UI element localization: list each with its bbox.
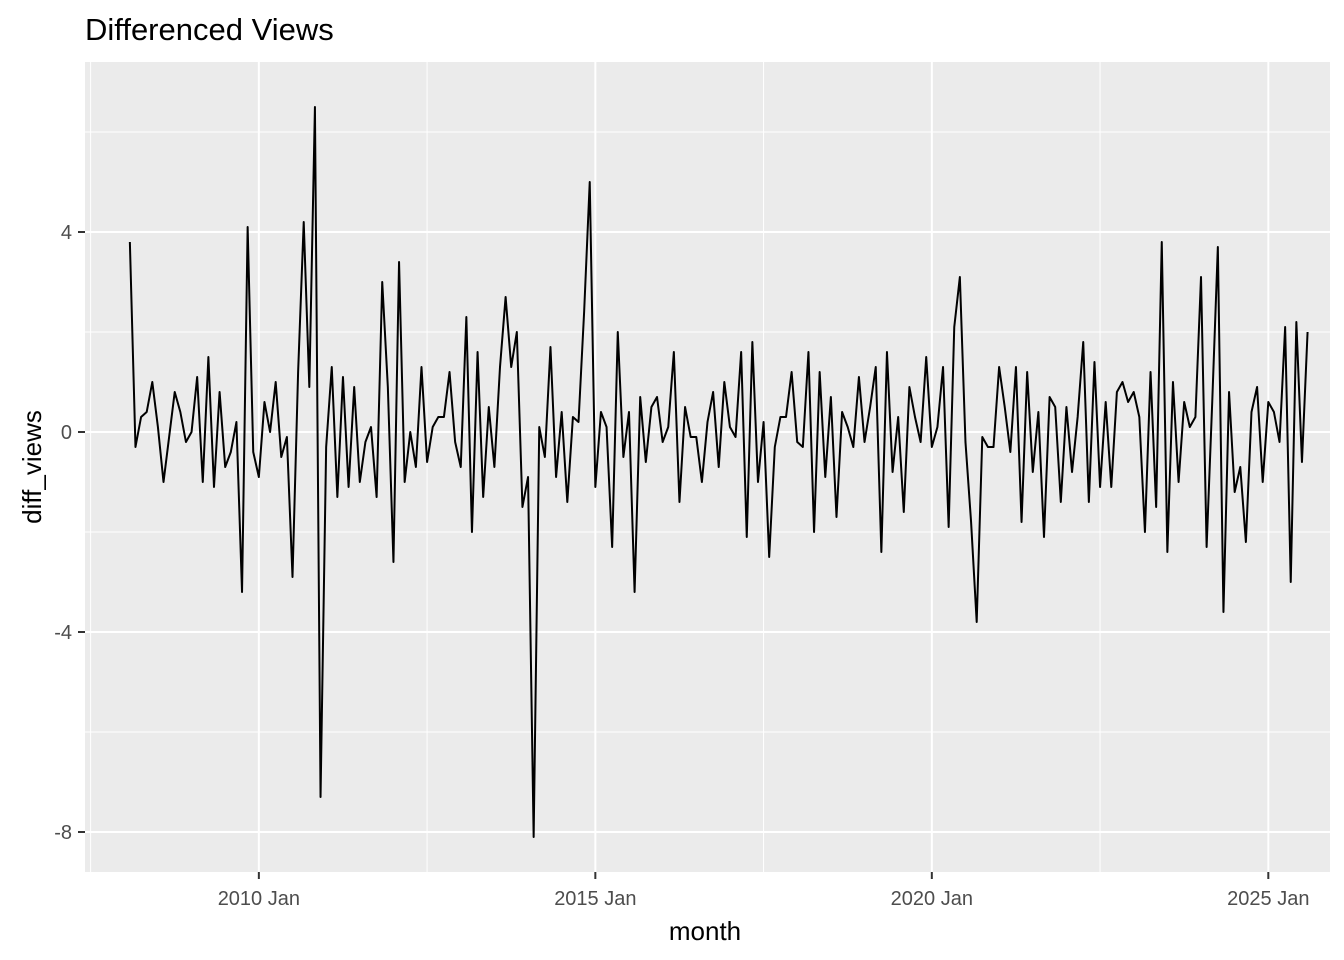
y-axis-title: diff_views xyxy=(17,410,47,524)
y-axis-ticks: -8 -4 0 4 xyxy=(54,222,85,844)
grid-minor-y xyxy=(85,131,1330,733)
x-tick-label: 2010 Jan xyxy=(218,888,300,910)
y-tick-label: 0 xyxy=(61,422,72,444)
series-line-diff-views xyxy=(128,106,1309,838)
grid-major-y xyxy=(85,231,1330,833)
x-tick-label: 2020 Jan xyxy=(891,888,973,910)
chart-title: Differenced Views xyxy=(85,12,334,47)
plot-panel xyxy=(85,62,1330,872)
x-axis-ticks: 2010 Jan 2015 Jan 2020 Jan 2025 Jan xyxy=(218,872,1309,910)
y-tick-label: -8 xyxy=(54,822,72,844)
x-tick-label: 2025 Jan xyxy=(1227,888,1309,910)
y-tick-label: -4 xyxy=(54,622,72,644)
x-axis-title: month xyxy=(669,916,741,946)
grid-minor-x xyxy=(90,62,1101,872)
y-tick-label: 4 xyxy=(61,222,72,244)
x-tick-label: 2015 Jan xyxy=(554,888,636,910)
